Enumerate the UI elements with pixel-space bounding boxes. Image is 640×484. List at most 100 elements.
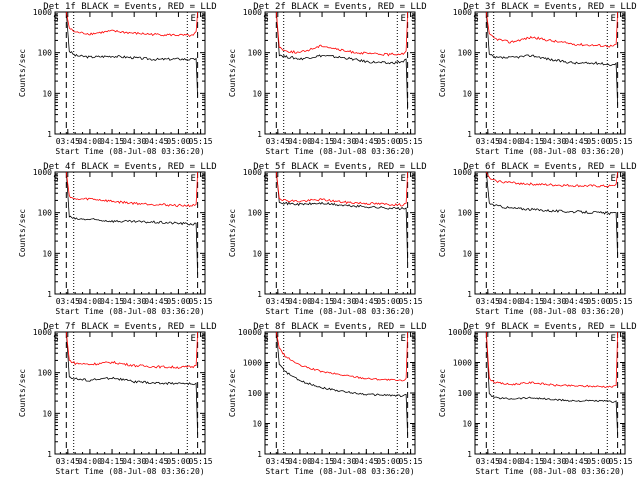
marker-label-E: E	[400, 14, 405, 24]
chart-title: Det 2f BLACK = Events, RED = LLD	[253, 2, 426, 12]
x-tick-label: 04:15	[100, 457, 124, 466]
x-tick-label: 04:00	[288, 137, 312, 146]
events-series-line	[485, 11, 618, 106]
marker-label-S: S	[473, 14, 478, 24]
y-tick-label: 1	[467, 130, 472, 139]
x-tick-label: 04:15	[310, 137, 334, 146]
x-tick-label: 04:45	[564, 457, 588, 466]
y-tick-label: 10	[252, 420, 262, 429]
y-tick-label: 100	[248, 49, 263, 58]
lld-series-line	[485, 331, 618, 388]
x-tick-label: 03:45	[476, 457, 500, 466]
x-tick-label: 05:00	[166, 137, 190, 146]
x-tick-label: 04:45	[354, 457, 378, 466]
x-axis-label: Start Time (08-Jul-08 03:36:20)	[55, 307, 204, 316]
x-tick-label: 05:15	[609, 137, 633, 146]
marker-label-S: S	[201, 334, 206, 344]
y-tick-label: 1000	[453, 359, 472, 368]
y-tick-label: 10	[42, 249, 52, 258]
x-tick-label: 05:15	[189, 297, 213, 306]
x-tick-label: 04:30	[122, 137, 146, 146]
x-axis-label: Start Time (08-Jul-08 03:36:20)	[265, 147, 414, 156]
x-tick-label: 03:45	[56, 137, 80, 146]
x-tick-label: 04:30	[122, 297, 146, 306]
y-axis-label: Counts/sec	[18, 369, 27, 417]
x-axis-label: Start Time (08-Jul-08 03:36:20)	[265, 307, 414, 316]
lld-series-line	[275, 11, 408, 57]
marker-label-E: E	[190, 14, 195, 24]
y-tick-label: 1000	[243, 359, 262, 368]
events-series-line	[485, 331, 618, 436]
x-tick-label: 05:15	[189, 137, 213, 146]
marker-label-E: E	[190, 174, 195, 184]
y-tick-label: 1	[257, 450, 262, 459]
x-tick-label: 04:30	[542, 457, 566, 466]
x-tick-label: 04:00	[288, 297, 312, 306]
lld-series-line	[485, 11, 618, 48]
marker-label-S: S	[201, 14, 206, 24]
marker-label-E: E	[400, 174, 405, 184]
panel-det-6	[474, 171, 626, 295]
panel-det-7	[54, 331, 206, 455]
chart-title: Det 5f BLACK = Events, RED = LLD	[253, 162, 426, 172]
plot-frame	[474, 11, 626, 135]
events-series-line	[275, 331, 408, 436]
chart-title: Det 7f BLACK = Events, RED = LLD	[43, 322, 216, 332]
y-tick-label: 100	[248, 389, 263, 398]
y-tick-label: 1	[257, 290, 262, 299]
x-tick-label: 05:00	[586, 137, 610, 146]
x-tick-label: 04:15	[100, 137, 124, 146]
x-tick-label: 05:15	[609, 297, 633, 306]
y-axis-label: Counts/sec	[228, 369, 237, 417]
marker-label-E: E	[610, 334, 615, 344]
x-tick-label: 05:00	[376, 297, 400, 306]
x-tick-label: 04:15	[520, 297, 544, 306]
x-tick-label: 05:15	[189, 457, 213, 466]
x-tick-label: 04:00	[288, 457, 312, 466]
y-axis-label: Counts/sec	[438, 49, 447, 97]
x-tick-label: 04:15	[310, 457, 334, 466]
marker-label-S: S	[53, 14, 58, 24]
y-tick-label: 100	[38, 369, 53, 378]
x-tick-label: 05:00	[376, 457, 400, 466]
y-tick-label: 100	[458, 49, 473, 58]
x-axis-label: Start Time (08-Jul-08 03:36:20)	[55, 467, 204, 476]
y-tick-label: 1	[467, 290, 472, 299]
x-tick-label: 05:00	[586, 297, 610, 306]
events-series-line	[275, 11, 408, 110]
x-tick-label: 05:00	[166, 297, 190, 306]
marker-label-S: S	[621, 174, 626, 184]
marker-label-S: S	[411, 14, 416, 24]
x-tick-label: 04:30	[332, 297, 356, 306]
y-tick-label: 1	[47, 290, 52, 299]
events-series-line	[485, 171, 618, 258]
marker-label-E: E	[190, 334, 195, 344]
y-tick-label: 1000	[243, 168, 262, 177]
panel-det-8	[264, 331, 416, 455]
y-tick-label: 1000	[453, 168, 472, 177]
x-tick-label: 04:45	[564, 137, 588, 146]
marker-label-S: S	[473, 334, 478, 344]
x-tick-label: 04:45	[144, 137, 168, 146]
x-tick-label: 04:00	[498, 137, 522, 146]
events-series-line	[65, 11, 198, 98]
chart-title: Det 8f BLACK = Events, RED = LLD	[253, 322, 426, 332]
panel-det-5	[264, 171, 416, 295]
lld-series-line	[65, 11, 198, 37]
plot-frame	[474, 331, 626, 455]
x-tick-label: 04:30	[542, 137, 566, 146]
x-tick-label: 04:00	[78, 297, 102, 306]
y-tick-label: 100	[458, 209, 473, 218]
chart-title: Det 4f BLACK = Events, RED = LLD	[43, 162, 216, 172]
y-axis-label: Counts/sec	[438, 369, 447, 417]
x-tick-label: 04:00	[498, 457, 522, 466]
x-axis-label: Start Time (08-Jul-08 03:36:20)	[475, 467, 624, 476]
x-tick-label: 05:15	[609, 457, 633, 466]
x-tick-label: 05:00	[166, 457, 190, 466]
x-tick-label: 04:45	[354, 137, 378, 146]
x-tick-label: 04:45	[564, 297, 588, 306]
y-tick-label: 100	[38, 209, 53, 218]
x-tick-label: 03:45	[266, 457, 290, 466]
